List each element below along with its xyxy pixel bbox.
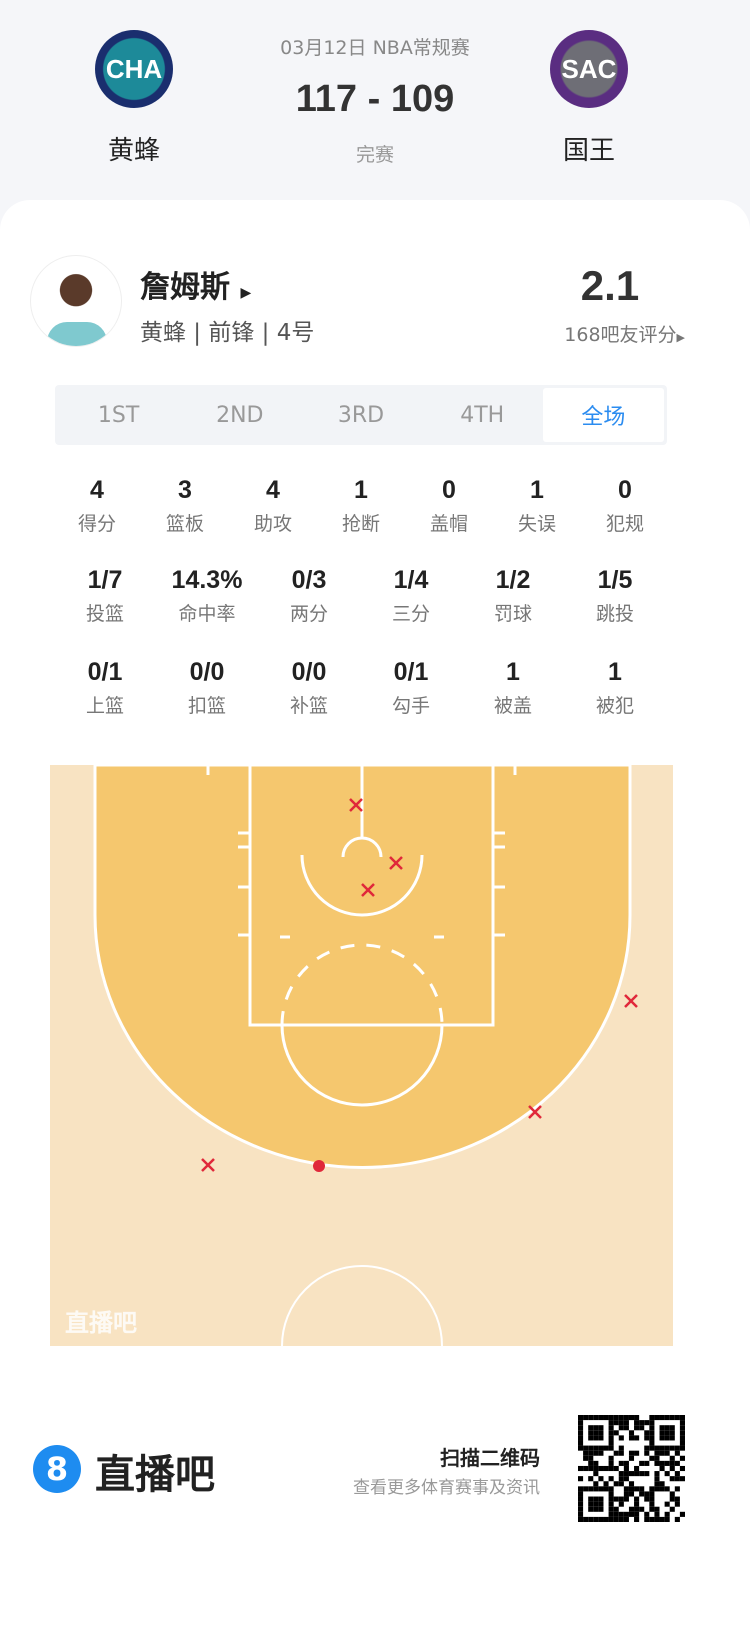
stat-label: 投篮 — [85, 603, 124, 625]
stat-扣篮: 0/0 扣篮 — [152, 658, 262, 718]
qr-code — [578, 1415, 685, 1522]
stat-label: 两分 — [289, 603, 328, 625]
stat-value: 0/0 — [189, 658, 225, 686]
stat-label: 篮板 — [165, 513, 204, 535]
stat-篮板: 3 篮板 — [130, 476, 240, 536]
caret-right-icon: ▶ — [240, 285, 252, 301]
player-name: 詹姆斯 — [140, 270, 230, 305]
match-score: 117 - 109 — [295, 78, 455, 120]
shot-missed-marker — [389, 856, 403, 870]
stat-value: 1/2 — [495, 566, 531, 594]
stat-value: 3 — [178, 476, 192, 504]
shot-missed-marker — [528, 1105, 542, 1119]
shot-missed-marker — [361, 883, 375, 897]
stat-value: 0 — [618, 476, 632, 504]
three-point-area — [93, 765, 632, 1169]
stat-label: 罚球 — [493, 603, 532, 625]
player-name-link[interactable]: 詹姆斯 ▶ — [140, 262, 251, 306]
stat-label: 跳投 — [595, 603, 634, 625]
tab-4th[interactable]: 4TH — [460, 402, 505, 428]
court-lines — [206, 765, 517, 1346]
tab-2nd[interactable]: 2ND — [216, 402, 264, 428]
away-team-name: 国王 — [562, 136, 615, 166]
tab-3rd[interactable]: 3RD — [337, 402, 385, 428]
scan-title: 扫描二维码 — [440, 1446, 540, 1470]
stat-value: 0/3 — [291, 566, 327, 594]
quarter-tabs: 1ST 2ND 3RD 4TH 全场 — [55, 385, 667, 445]
match-status: 完赛 — [355, 144, 394, 166]
shot-missed-marker — [624, 994, 638, 1008]
home-team-name: 黄蜂 — [107, 136, 160, 166]
tab-full-game[interactable]: 全场 — [542, 388, 665, 442]
stat-被犯: 1 被犯 — [560, 658, 670, 718]
stat-value: 0/0 — [291, 658, 327, 686]
stat-label: 犯规 — [605, 513, 644, 535]
stat-label: 三分 — [391, 603, 430, 625]
shot-chart: 直播吧 — [50, 765, 673, 1346]
shot-missed-marker — [201, 1158, 215, 1172]
stat-盖帽: 0 盖帽 — [394, 476, 504, 536]
stat-label: 得分 — [77, 513, 116, 535]
stat-勾手: 0/1 勾手 — [356, 658, 466, 718]
brand-logo-icon: 8 — [33, 1445, 81, 1493]
stat-label: 失误 — [517, 513, 556, 535]
stat-value: 0 — [442, 476, 456, 504]
stat-label: 盖帽 — [429, 513, 468, 535]
stat-补篮: 0/0 补篮 — [254, 658, 364, 718]
stat-value: 1 — [354, 476, 368, 504]
brand-name: 直播吧 — [95, 1452, 215, 1498]
shot-missed-marker — [349, 798, 363, 812]
stat-label: 抢断 — [341, 513, 380, 535]
stat-value: 0/1 — [393, 658, 429, 686]
stat-得分: 4 得分 — [42, 476, 152, 536]
rating-label: 168吧友评分 — [564, 324, 677, 346]
stat-失误: 1 失误 — [482, 476, 592, 536]
tab-1st[interactable]: 1ST — [97, 402, 140, 428]
stat-犯规: 0 犯规 — [570, 476, 680, 536]
sac-team-logo[interactable]: SAC — [550, 30, 628, 108]
stat-value: 1/4 — [393, 566, 429, 594]
stat-value: 4 — [90, 476, 104, 504]
stat-label: 勾手 — [391, 695, 430, 717]
stat-label: 被犯 — [595, 695, 634, 717]
cha-team-logo[interactable]: CHA — [95, 30, 173, 108]
stat-抢断: 1 抢断 — [306, 476, 416, 536]
stat-投篮: 1/7 投篮 — [50, 566, 160, 626]
stat-value: 1 — [506, 658, 520, 686]
stat-命中率: 14.3% 命中率 — [152, 566, 262, 626]
rating-link[interactable]: 168吧友评分▶ — [520, 320, 685, 347]
scan-desc: 查看更多体育赛事及资讯 — [353, 1478, 540, 1498]
match-date-league: 03月12日 NBA常规赛 — [280, 37, 470, 59]
player-avatar[interactable] — [30, 255, 122, 347]
stat-label: 补篮 — [289, 695, 328, 717]
stat-value: 1/7 — [87, 566, 123, 594]
stat-label: 扣篮 — [187, 695, 226, 717]
stat-罚球: 1/2 罚球 — [458, 566, 568, 626]
shot-made-marker — [313, 1160, 325, 1172]
stat-value: 14.3% — [171, 566, 243, 594]
away-abbr: SAC — [561, 53, 617, 84]
stat-label: 助攻 — [253, 513, 292, 535]
stat-value: 1 — [608, 658, 622, 686]
stat-label: 上篮 — [85, 695, 124, 717]
court-watermark: 直播吧 — [65, 1309, 137, 1337]
stat-value: 1 — [530, 476, 544, 504]
stat-被盖: 1 被盖 — [458, 658, 568, 718]
stat-value: 1/5 — [597, 566, 633, 594]
stat-助攻: 4 助攻 — [218, 476, 328, 536]
stat-label: 命中率 — [178, 603, 236, 625]
player-info: 黄蜂 | 前锋 | 4号 — [140, 320, 315, 346]
home-abbr: CHA — [105, 53, 163, 84]
player-rating: 2.1 — [580, 262, 640, 309]
caret-right-icon: ▶ — [676, 331, 685, 344]
stat-上篮: 0/1 上篮 — [50, 658, 160, 718]
stat-value: 0/1 — [87, 658, 123, 686]
shot-markers — [201, 798, 638, 1172]
stat-label: 被盖 — [493, 695, 532, 717]
stat-value: 4 — [266, 476, 280, 504]
stat-三分: 1/4 三分 — [356, 566, 466, 626]
stat-跳投: 1/5 跳投 — [560, 566, 670, 626]
stat-两分: 0/3 两分 — [254, 566, 364, 626]
